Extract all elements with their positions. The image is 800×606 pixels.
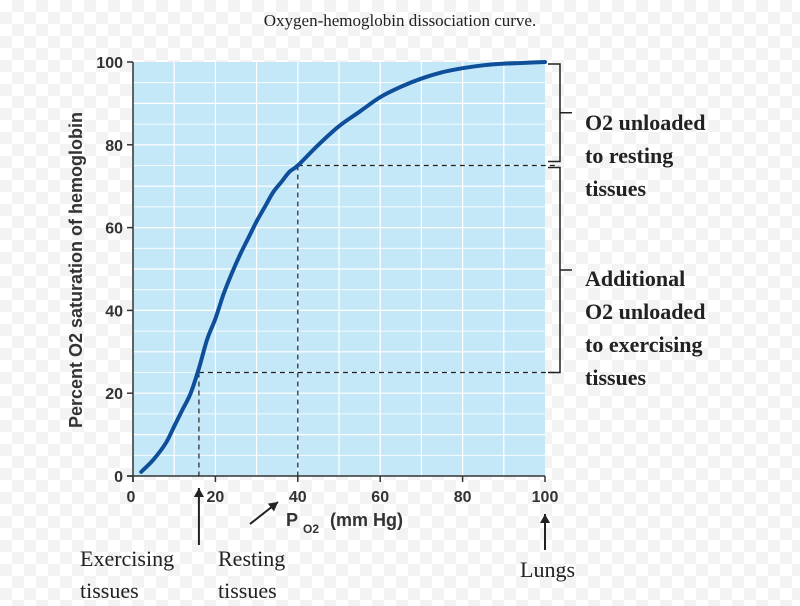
bracket-resting <box>548 63 572 163</box>
label-exercising-line1: Exercising <box>80 546 174 571</box>
annotation-exercising-line3: to exercising <box>585 332 703 357</box>
label-exercising-line2: tissues <box>80 578 139 603</box>
chart-title: Oxygen-hemoglobin dissociation curve. <box>264 11 536 30</box>
x-axis-label-p: P <box>286 510 298 530</box>
annotation-resting: O2 unloaded to resting tissues <box>585 110 705 201</box>
x-tick-labels: 0 20 40 60 80 100 <box>127 489 559 506</box>
x-axis-label-unit: (mm Hg) <box>330 510 403 530</box>
annotation-resting-line2: to resting <box>585 143 673 168</box>
label-exercising: Exercising tissues <box>80 546 174 603</box>
y-tick-label: 0 <box>114 469 123 486</box>
dissociation-curve <box>139 60 547 474</box>
annotation-exercising: Additional O2 unloaded to exercising tis… <box>585 266 705 390</box>
exercising-arrow-head <box>193 488 204 497</box>
label-lungs: Lungs <box>520 557 575 582</box>
x-axis-label: P O2 (mm Hg) <box>286 510 403 536</box>
grid <box>133 62 545 476</box>
y-axis-label: Percent O2 saturation of hemoglobin <box>66 112 86 428</box>
x-tick-label: 80 <box>454 489 472 506</box>
label-resting-line1: Resting <box>218 546 285 571</box>
resting-arrow-head <box>267 502 278 512</box>
lungs-arrow-head <box>540 514 550 523</box>
label-resting: Resting tissues <box>218 546 285 603</box>
y-tick-label: 20 <box>105 386 123 403</box>
y-tick-labels: 0 20 40 60 80 100 <box>96 55 123 486</box>
y-tick-label: 100 <box>96 55 123 72</box>
reference-lines <box>198 164 559 476</box>
brackets <box>548 63 572 374</box>
x-tick-label: 60 <box>371 489 389 506</box>
x-tick-label: 40 <box>289 489 307 506</box>
annotation-resting-line1: O2 unloaded <box>585 110 705 135</box>
x-tick-label: 20 <box>207 489 225 506</box>
bracket-exercising <box>548 166 572 374</box>
x-tick-label: 0 <box>127 489 136 506</box>
axes <box>127 61 546 482</box>
x-axis-label-subscript: O2 <box>303 522 319 536</box>
arrows <box>193 488 550 550</box>
annotation-resting-line3: tissues <box>585 176 647 201</box>
y-tick-label: 60 <box>105 221 123 238</box>
annotation-exercising-line2: O2 unloaded <box>585 299 705 324</box>
y-tick-label: 40 <box>105 303 123 320</box>
y-axis-label-text: Percent O2 saturation of hemoglobin <box>66 112 86 428</box>
annotation-exercising-line1: Additional <box>585 266 685 291</box>
x-tick-label: 100 <box>532 489 559 506</box>
annotation-exercising-line4: tissues <box>585 365 647 390</box>
y-tick-label: 80 <box>105 138 123 155</box>
label-resting-line2: tissues <box>218 578 277 603</box>
